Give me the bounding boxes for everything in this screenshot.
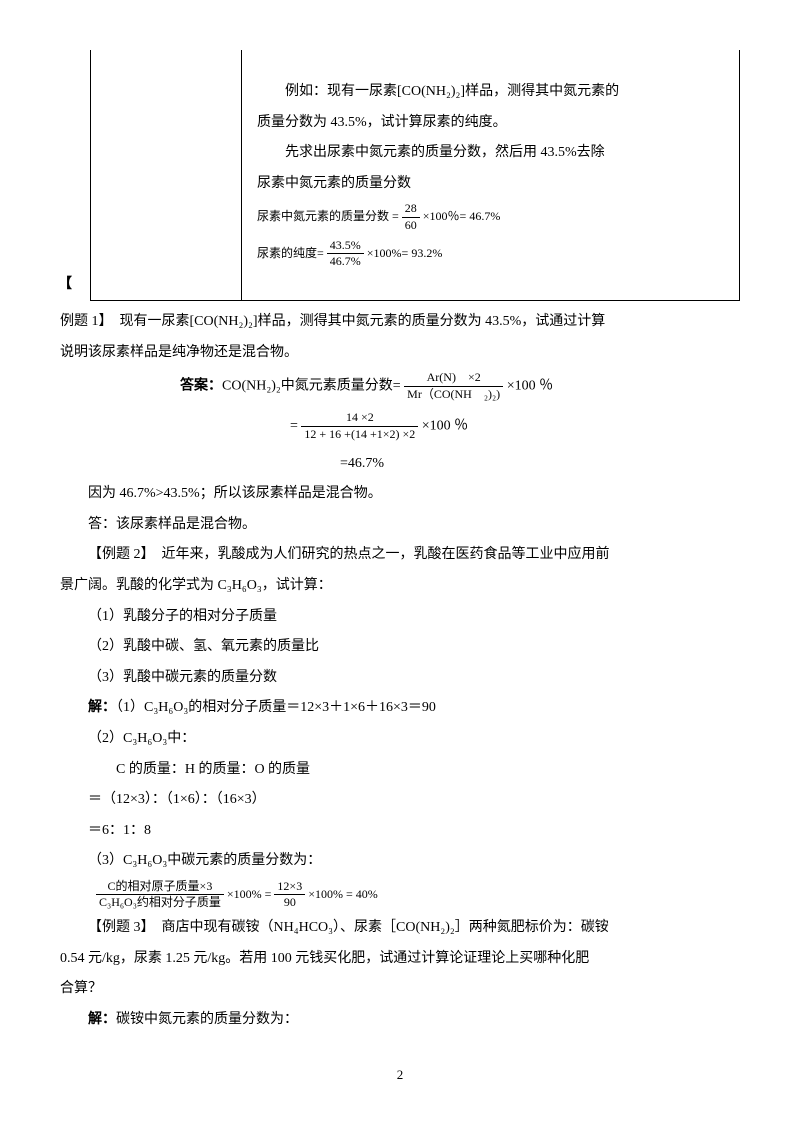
example2-sol3-head: （3）C₃H₆O₃中碳元素的质量分数为： [60,848,740,875]
example1-answer: 答案：CO(NH₂)₂中氮元素质量分数= Ar(N) ×2Mr（CO(NH ₂)… [60,370,740,402]
box-line3: 先求出尿素中氮元素的质量分数，然后用 43.5%去除 [257,140,724,167]
box-line4: 尿素中氮元素的质量分数 [257,171,724,198]
example1-formula2: = 14 ×212 + 16 +(14 +1×2) ×2 ×100 ％ [60,410,740,442]
box-formula2: 尿素的纯度= 43.5%46.7% ×100%= 93.2% [257,238,724,270]
example2-sol2-line2: ＝（12×3）：（1×6）：（16×3） [60,787,740,814]
example2-sol2-line3: ＝6：1：8 [60,818,740,845]
example1-text2: 说明该尿素样品是纯净物还是混合物。 [60,340,740,367]
example1-result: =46.7% [60,451,740,478]
example2-sol3-formula: C的相对原子质量×3C₃H₆O₃约相对分子质量 ×100% = 12×390 ×… [60,879,740,911]
example3-sol: 解：碳铵中氮元素的质量分数为： [60,1007,740,1034]
bracket-open: 【 [58,272,72,299]
box-formula1: 尿素中氮元素的质量分数 = 2860 ×100％= 46.7% [257,201,724,233]
example2-sol2-head: （2）C₃H₆O₃中： [60,726,740,753]
example2-sol1: 解：（1）C₃H₆O₃的相对分子质量＝12×3＋1×6＋16×3＝90 [60,695,740,722]
sol-label: 解： [88,700,116,715]
example3-line1: 【例题 3】 商店中现有碳铵（NH₄HCO₃）、尿素［CO(NH₂)₂］两种氮肥… [60,915,740,942]
box-right-col: 例如：现有一尿素[CO(NH₂)₂]样品，测得其中氮元素的 质量分数为 43.5… [242,50,739,300]
example1-label: 例题 1】 [60,314,106,329]
example1-title-line: 例题 1】 现有一尿素[CO(NH₂)₂]样品，测得其中氮元素的质量分数为 43… [60,309,740,336]
example2-q1: （1）乳酸分子的相对分子质量 [60,604,740,631]
example2-sol2-line1: C 的质量：H 的质量：O 的质量 [60,757,740,784]
answer-label: 答案： [180,379,222,394]
box-line2: 质量分数为 43.5%，试计算尿素的纯度。 [257,110,724,137]
example1-text1: 现有一尿素[CO(NH₂)₂]样品，测得其中氮元素的质量分数为 43.5%，试通… [106,314,606,329]
example-box: 例如：现有一尿素[CO(NH₂)₂]样品，测得其中氮元素的 质量分数为 43.5… [90,50,740,301]
sol3-label: 解： [88,1012,116,1027]
box-line1: 例如：现有一尿素[CO(NH₂)₂]样品，测得其中氮元素的 [257,79,724,106]
example1-conclusion: 答：该尿素样品是混合物。 [60,512,740,539]
example2-q3: （3）乳酸中碳元素的质量分数 [60,665,740,692]
example2-text2: 景广阔。乳酸的化学式为 C₃H₆O₃，试计算： [60,573,740,600]
example3-label: 【例题 3】 [88,920,148,935]
example2-q2: （2）乳酸中碳、氢、氧元素的质量比 [60,634,740,661]
example1-reason: 因为 46.7%>43.5%；所以该尿素样品是混合物。 [60,481,740,508]
example3-text2: 0.54 元/kg，尿素 1.25 元/kg。若用 100 元钱买化肥，试通过计… [60,946,740,973]
page-number: 2 [60,1063,740,1088]
box-left-col [91,50,242,300]
example3-text3: 合算？ [60,976,740,1003]
example2-line1: 【例题 2】 近年来，乳酸成为人们研究的热点之一，乳酸在医药食品等工业中应用前 [60,542,740,569]
example2-label: 【例题 2】 [88,547,148,562]
